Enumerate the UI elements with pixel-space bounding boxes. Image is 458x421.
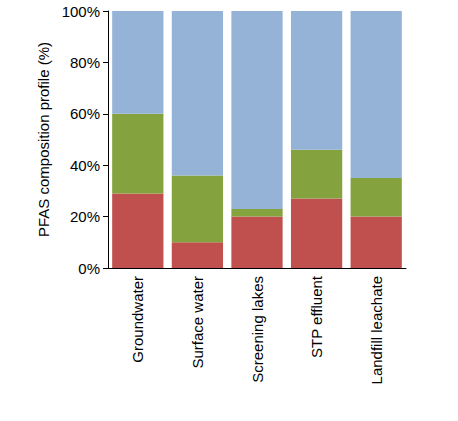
- svg-text:20%: 20%: [70, 208, 100, 225]
- svg-text:60%: 60%: [70, 105, 100, 122]
- svg-text:STP effluent: STP effluent: [308, 275, 325, 358]
- svg-text:Landfill leachate: Landfill leachate: [368, 276, 385, 384]
- svg-text:80%: 80%: [70, 54, 100, 71]
- svg-text:Groundwater: Groundwater: [129, 276, 146, 363]
- svg-text:PFAS composition profile (%): PFAS composition profile (%): [35, 42, 52, 237]
- svg-text:40%: 40%: [70, 157, 100, 174]
- svg-text:Surface water: Surface water: [189, 276, 206, 369]
- svg-text:0%: 0%: [78, 260, 100, 277]
- svg-text:Screening lakes: Screening lakes: [249, 276, 266, 383]
- svg-text:100%: 100%: [62, 3, 100, 20]
